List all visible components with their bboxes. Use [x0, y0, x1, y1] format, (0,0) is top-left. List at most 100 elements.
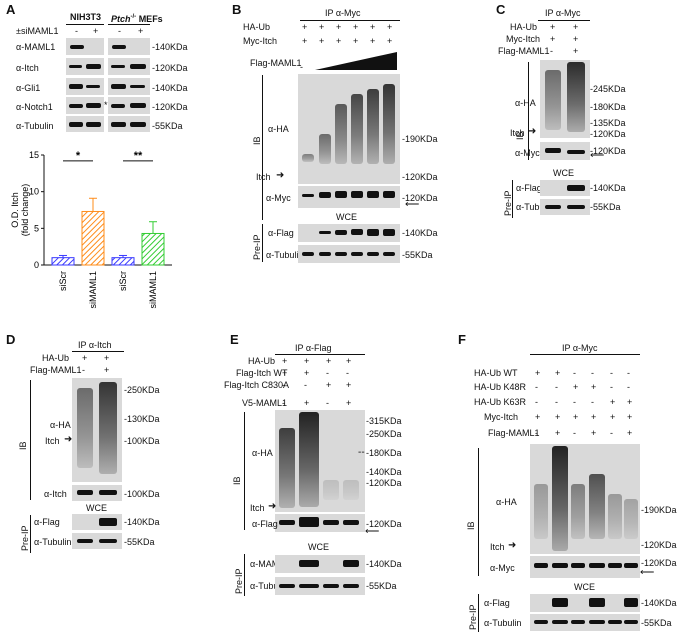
wce-label: WCE	[308, 542, 329, 552]
sign: +	[370, 22, 376, 32]
bar	[51, 257, 75, 266]
blot-d-ha	[72, 378, 122, 482]
row-label: α-Tubulin	[484, 618, 522, 628]
ip-label: IP α-Myc	[562, 343, 598, 353]
ib-label: IB	[18, 441, 28, 450]
blot-c-myc	[540, 142, 590, 160]
mw-label: -140KDa	[152, 42, 188, 52]
blot-itch-1	[66, 58, 104, 75]
sign: +	[573, 22, 579, 32]
panel-a-letter: A	[6, 2, 16, 17]
sign: +	[319, 36, 325, 46]
x-tick-label: siMAML1	[148, 271, 158, 309]
cell-line-nih3t3: NIH3T3	[70, 12, 102, 22]
row-label: α-HA	[252, 448, 273, 458]
row-label: α-Myc	[490, 563, 515, 573]
itch-label: Itch	[256, 172, 271, 182]
preip-label: Pre-IP	[234, 568, 244, 594]
ib-label: IB	[466, 521, 476, 530]
sign: -	[627, 368, 630, 378]
sign: +	[326, 380, 332, 390]
sign: +	[627, 397, 633, 407]
treatment-label: V5-MAML1	[242, 398, 288, 408]
mw-label: -55KDa	[124, 537, 155, 547]
treatment-label: HA-Ub WT	[474, 368, 518, 378]
treatment-label: HA-Ub K63R	[474, 397, 527, 407]
panel-b-letter: B	[232, 2, 242, 17]
treatment-label: Myc-Itch	[243, 36, 278, 46]
blot-e-tubulin	[275, 577, 365, 595]
sign: +	[93, 26, 99, 36]
sign: +	[82, 353, 88, 363]
row-label: α-Flag	[34, 517, 60, 527]
sign: +	[336, 36, 342, 46]
sign: +	[336, 22, 342, 32]
significance-marker: **	[134, 150, 143, 162]
mw-label: -100KDa	[124, 489, 160, 499]
treatment-label: HA-Ub K48R	[474, 382, 527, 392]
sign: +	[304, 368, 310, 378]
mw-label: -120KDa	[590, 129, 626, 139]
ip-label: IP α-Itch	[78, 340, 112, 350]
sign: -	[610, 382, 613, 392]
blot-f-flag	[530, 594, 640, 612]
row-label: α-HA	[268, 124, 289, 134]
sign: +	[387, 36, 393, 46]
sign: +	[138, 26, 144, 36]
sign: -	[346, 368, 349, 378]
mw-label: -245KDa	[590, 84, 626, 94]
mw-label: -120KDa	[641, 558, 677, 568]
mw-label: -120KDa	[366, 478, 402, 488]
mw-label: -135KDa	[590, 118, 626, 128]
mw-label: -100KDa	[124, 436, 160, 446]
arrow-icon: ➜	[276, 170, 285, 181]
dose-triangle-icon	[315, 52, 397, 70]
cell-line-ptch-mefs: Ptch-/- MEFs	[111, 14, 163, 24]
sign: -	[550, 46, 553, 56]
sign: -	[573, 397, 576, 407]
itch-label: Itch	[250, 503, 265, 513]
blot-c-flag	[540, 180, 590, 196]
sign: -	[282, 380, 285, 390]
mw-label: -315KDa	[366, 416, 402, 426]
sign: +	[555, 428, 561, 438]
blot-d-tubulin	[72, 533, 122, 549]
mw-label: -55KDa	[402, 250, 433, 260]
sign: +	[319, 22, 325, 32]
ib-label: IB	[232, 476, 242, 485]
sign: +	[610, 397, 616, 407]
sign: +	[535, 412, 541, 422]
blot-gli1-2	[108, 78, 150, 95]
row-label: α-Tubulin	[16, 121, 54, 131]
wce-label: WCE	[574, 582, 595, 592]
sign: +	[326, 356, 332, 366]
row-label: α-Tubulin	[516, 202, 554, 212]
flag-maml1-label: Flag-MAML1	[250, 58, 302, 68]
row-label: α-Tubulin	[34, 537, 72, 547]
y-tick-label: 10	[29, 187, 39, 197]
wce-label: WCE	[336, 212, 357, 222]
row-label: α-Tubulin	[250, 581, 288, 591]
itch-label: Itch	[45, 436, 60, 446]
mw-label: -55KDa	[366, 581, 397, 591]
blot-e-maml1	[275, 555, 365, 573]
sign: +	[104, 365, 110, 375]
blot-b-ha	[298, 74, 400, 184]
mw-label: -140KDa	[366, 559, 402, 569]
arrow-icon: ⟵	[590, 150, 605, 161]
mw-label: -120KDa	[402, 172, 438, 182]
mw-label: -55KDa	[641, 618, 672, 628]
blot-itch-2	[108, 58, 150, 75]
ip-label: IP α-Flag	[295, 343, 332, 353]
sign: +	[282, 356, 288, 366]
row-label: α-Gli1	[16, 83, 41, 93]
treatment-label: Myc-Itch	[506, 34, 541, 44]
sign: -	[82, 365, 85, 375]
sign: +	[370, 36, 376, 46]
sign: +	[387, 22, 393, 32]
row-label: α-Itch	[44, 489, 67, 499]
row-label: α-Itch	[16, 63, 39, 73]
blot-gli1-1	[66, 78, 104, 95]
sign: +	[346, 398, 352, 408]
sign: +	[302, 36, 308, 46]
